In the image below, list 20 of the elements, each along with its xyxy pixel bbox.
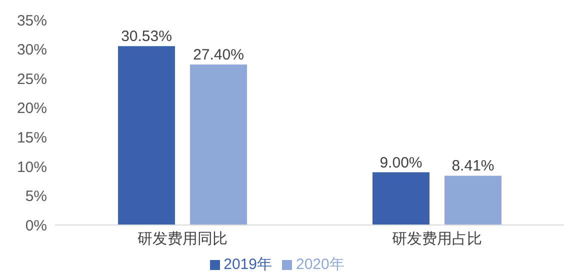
data-label: 30.53% xyxy=(121,28,172,46)
legend-label: 2020年 xyxy=(296,256,344,273)
y-tick-label: 15% xyxy=(16,129,47,146)
data-label: 27.40% xyxy=(193,46,244,64)
bar xyxy=(118,46,175,225)
x-tick-label: 研发费用占比 xyxy=(392,230,482,248)
bar xyxy=(372,172,430,225)
y-tick-label: 20% xyxy=(16,100,47,118)
y-tick-label: 10% xyxy=(16,158,47,176)
data-label: 9.00% xyxy=(380,154,422,172)
bar xyxy=(444,176,502,225)
data-label: 8.41% xyxy=(452,158,494,175)
x-tick-label: 研发费用同比 xyxy=(137,230,228,248)
y-tick-label: 30% xyxy=(16,42,47,59)
y-tick-label: 0% xyxy=(25,217,47,234)
y-tick-label: 35% xyxy=(16,12,47,30)
legend-label: 2019年 xyxy=(224,256,272,273)
y-tick-label: 5% xyxy=(25,188,47,206)
y-tick-label: 25% xyxy=(16,70,47,88)
bar xyxy=(190,64,247,225)
